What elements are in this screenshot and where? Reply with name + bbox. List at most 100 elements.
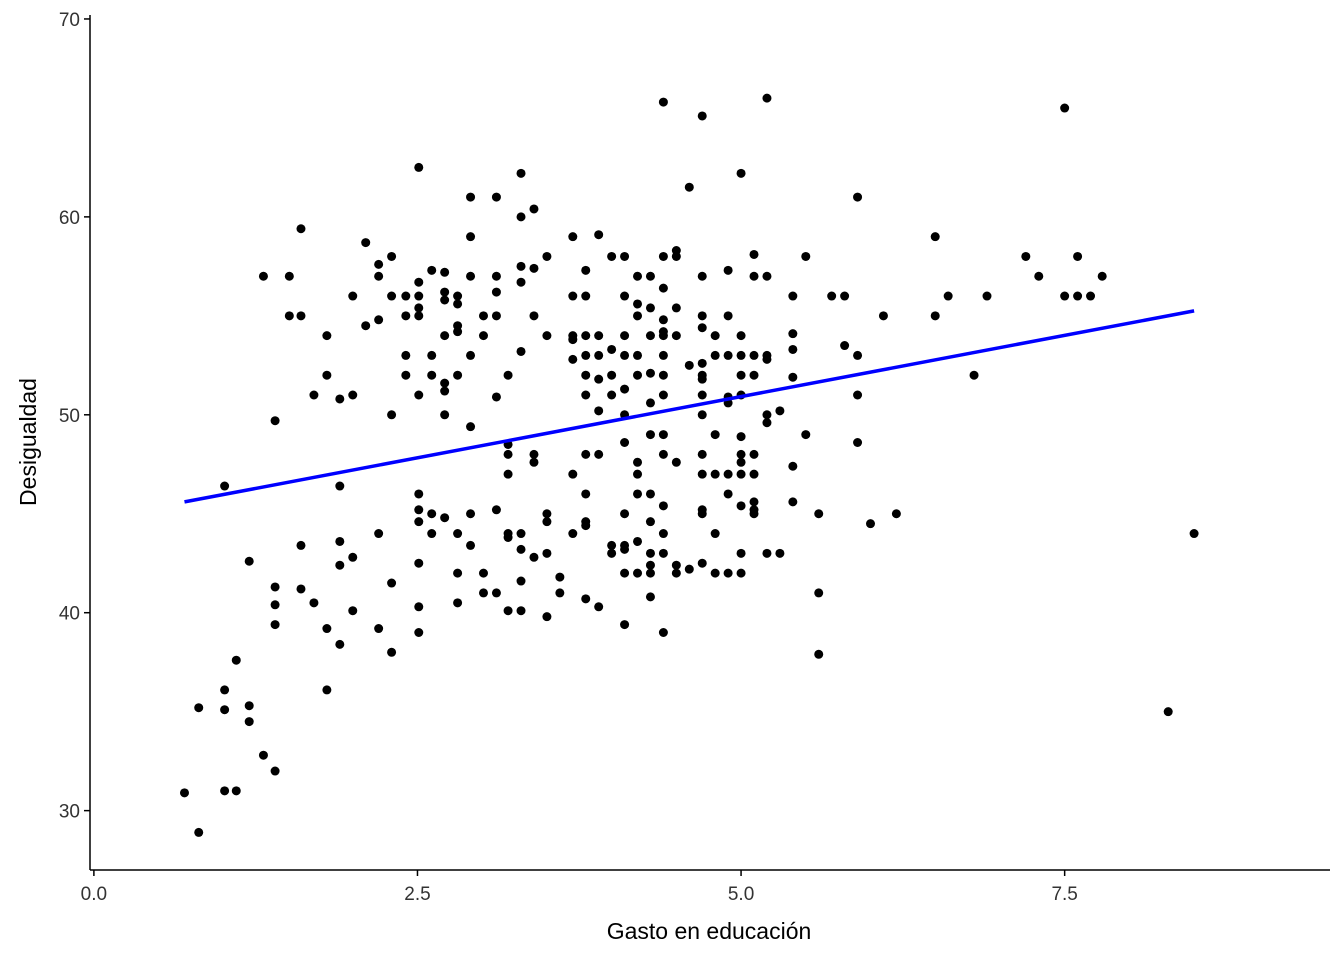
point xyxy=(620,251,630,261)
point xyxy=(516,168,526,178)
point xyxy=(697,271,707,281)
point xyxy=(296,224,306,234)
point xyxy=(930,311,940,321)
point xyxy=(478,568,488,578)
point xyxy=(503,533,513,542)
point xyxy=(620,438,630,447)
point xyxy=(374,271,384,281)
point xyxy=(633,311,643,321)
point xyxy=(827,291,837,301)
point xyxy=(516,544,526,554)
point xyxy=(284,271,294,281)
point xyxy=(658,628,668,637)
point xyxy=(414,489,424,499)
point xyxy=(440,287,450,297)
point xyxy=(322,685,332,695)
point xyxy=(645,517,655,527)
x-tick-label: 0.0 xyxy=(81,884,107,905)
point xyxy=(466,271,476,281)
point xyxy=(453,327,463,337)
point xyxy=(491,588,501,598)
point xyxy=(853,438,863,447)
point xyxy=(244,556,254,566)
point xyxy=(414,277,424,287)
point xyxy=(491,271,501,281)
point xyxy=(736,449,746,459)
point xyxy=(788,372,798,382)
point xyxy=(296,584,306,594)
point xyxy=(633,469,643,479)
point xyxy=(466,192,476,202)
point xyxy=(788,461,798,471)
point xyxy=(581,331,591,341)
point xyxy=(466,540,476,550)
point xyxy=(427,265,437,275)
point xyxy=(414,390,424,400)
point xyxy=(387,410,397,420)
point xyxy=(387,647,397,657)
y-axis-title: Desigualdad xyxy=(15,378,41,506)
point xyxy=(594,331,604,341)
point xyxy=(348,552,358,562)
point xyxy=(466,350,476,360)
point xyxy=(853,192,863,202)
point xyxy=(361,238,371,248)
point xyxy=(322,624,332,634)
point xyxy=(710,568,720,578)
point xyxy=(296,311,306,321)
point xyxy=(348,291,358,301)
point xyxy=(633,489,643,499)
point xyxy=(1086,291,1096,301)
point xyxy=(736,501,746,511)
point xyxy=(220,685,230,695)
point xyxy=(516,212,526,222)
y-tick-label: 30 xyxy=(59,802,80,823)
point xyxy=(697,311,707,321)
point xyxy=(414,505,424,515)
point xyxy=(220,705,230,715)
point xyxy=(453,529,463,539)
point xyxy=(414,303,424,313)
point xyxy=(348,390,358,400)
point xyxy=(581,521,591,531)
point xyxy=(491,392,501,402)
point xyxy=(1060,291,1070,301)
point xyxy=(749,249,759,259)
point xyxy=(620,331,630,341)
point xyxy=(658,331,668,341)
point xyxy=(645,303,655,313)
point xyxy=(594,602,604,612)
point xyxy=(594,350,604,360)
point xyxy=(453,568,463,578)
point xyxy=(453,299,463,309)
point xyxy=(645,548,655,558)
point xyxy=(503,606,513,616)
point xyxy=(762,271,772,281)
point xyxy=(697,374,707,384)
point xyxy=(762,418,772,428)
point xyxy=(658,315,668,325)
point xyxy=(309,598,319,608)
point xyxy=(607,540,617,550)
point xyxy=(697,449,707,459)
point xyxy=(440,295,450,305)
point xyxy=(891,509,901,519)
point xyxy=(645,560,655,570)
point xyxy=(414,558,424,568)
point xyxy=(440,386,450,396)
point xyxy=(491,505,501,515)
point xyxy=(671,560,681,570)
point xyxy=(736,350,746,360)
point xyxy=(427,529,437,539)
point xyxy=(335,481,345,491)
point xyxy=(270,766,280,776)
point xyxy=(684,564,694,574)
point xyxy=(749,370,759,380)
point xyxy=(749,449,759,459)
point xyxy=(568,232,578,242)
point xyxy=(788,497,798,507)
point xyxy=(335,639,345,649)
point xyxy=(840,291,850,301)
x-tick-label: 2.5 xyxy=(404,884,430,905)
